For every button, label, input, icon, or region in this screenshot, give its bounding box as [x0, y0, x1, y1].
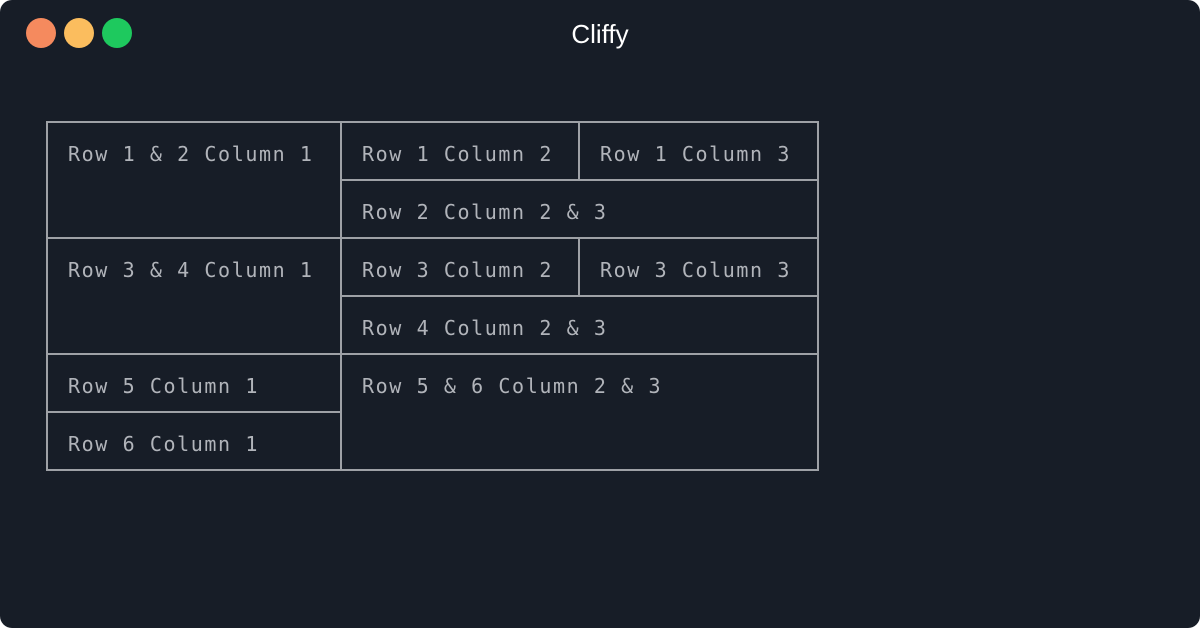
title-bar: Cliffy	[0, 0, 1200, 68]
table-cell: Row 3 Column 2	[340, 237, 580, 297]
table-row: Row 1 & 2 Column 1 Row 1 Column 2 Row 1 …	[46, 121, 819, 239]
table-cell: Row 5 & 6 Column 2 & 3	[340, 353, 819, 471]
table-cell: Row 3 Column 3	[578, 237, 819, 297]
table-cell: Row 1 Column 3	[578, 121, 819, 181]
table-row: Row 3 & 4 Column 1 Row 3 Column 2 Row 3 …	[46, 237, 819, 355]
table-row: Row 6 Column 1	[46, 411, 818, 471]
window-title: Cliffy	[571, 19, 629, 49]
table-cell: Row 4 Column 2 & 3	[340, 295, 819, 355]
table-row: Row 5 Column 1 Row 5 & 6 Column 2 & 3	[46, 353, 819, 471]
maximize-button[interactable]	[102, 18, 132, 48]
minimize-button[interactable]	[64, 18, 94, 48]
window-controls	[26, 18, 132, 48]
table-cell: Row 1 Column 2	[340, 121, 580, 181]
table-row: Row 2 Column 2 & 3	[47, 179, 819, 239]
table-cell: Row 3 & 4 Column 1	[46, 237, 342, 355]
table-row: Row 4 Column 2 & 3	[47, 295, 819, 355]
table-cell: Row 2 Column 2 & 3	[340, 179, 819, 239]
table-cell: Row 6 Column 1	[46, 411, 342, 471]
close-button[interactable]	[26, 18, 56, 48]
ascii-table: Row 1 & 2 Column 1 Row 1 Column 2 Row 1 …	[46, 121, 819, 471]
table-cell: Row 1 & 2 Column 1	[46, 121, 342, 239]
table-cell: Row 5 Column 1	[46, 353, 342, 413]
